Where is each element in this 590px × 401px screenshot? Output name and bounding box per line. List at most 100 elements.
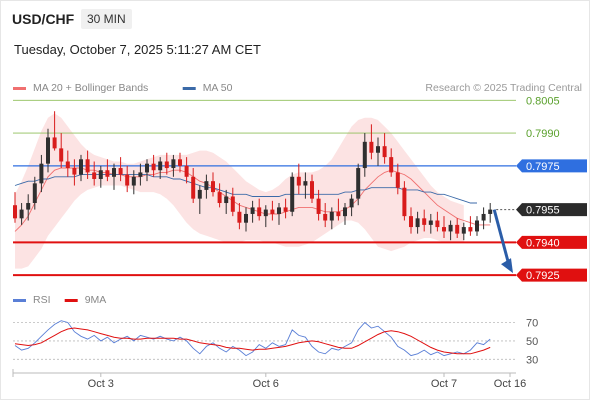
candle-body-22 [158,161,163,171]
interval-badge[interactable]: 30 MIN [81,9,132,29]
candle-body-58 [395,172,400,188]
level-tag-4 [516,235,587,249]
candle-body-50 [343,207,347,217]
candle-body-2 [26,203,31,210]
candle-body-70 [475,220,479,232]
rsi-tick-0: 70 [526,318,538,330]
candle-body-11 [85,159,90,173]
candle-body-32 [224,196,229,204]
candle-body-56 [382,146,387,158]
forecast-arrow-shaft [492,209,511,266]
price-legend-label-1: MA 50 [203,82,233,94]
candle-body-67 [455,224,460,234]
candle-body-7 [59,148,64,162]
candle-body-43 [296,176,301,186]
rsi-legend-swatch-1 [64,299,78,302]
price-legend-swatch-0 [13,87,26,90]
candle-body-27 [191,176,196,199]
candle-body-68 [461,227,466,234]
level-label-0: 0.8005 [526,95,560,107]
rsi-legend-label-1: 9MA [85,294,107,306]
level-label-5: 0.7925 [526,270,560,282]
candle-body-52 [356,168,361,199]
candle-body-29 [204,181,209,190]
forecast-arrow-head [501,258,513,274]
candle-body-19 [138,172,143,177]
candle-body-41 [283,207,288,212]
candle-body-69 [468,227,473,232]
x-tick-label-0: Oct 3 [88,378,114,390]
symbol-title: USD/CHF [12,11,75,27]
candle-body-45 [310,181,314,199]
x-tick-label-1: Oct 6 [253,378,279,390]
watermark: Research © 2025 Trading Central [425,82,582,94]
candle-body-8 [65,161,70,169]
candle-body-4 [39,163,44,184]
level-label-2: 0.7975 [526,161,560,173]
candle-body-30 [211,181,215,193]
candle-body-40 [277,207,281,214]
bollinger-band [15,113,464,269]
ma50-line [14,174,477,204]
candle-body-18 [131,176,136,186]
candle-body-66 [448,224,453,232]
candle-body-61 [415,218,420,228]
candle-body-47 [323,213,328,221]
candle-body-17 [125,174,130,186]
level-tag-2 [516,159,587,173]
candle-body-42 [290,176,295,212]
price-legend-label-0: MA 20 + Bollinger Bands [33,82,148,94]
candle-body-15 [112,168,116,177]
candle-body-53 [362,141,367,169]
candle-body-49 [336,211,341,217]
rsi-ma-line [14,327,491,355]
candle-body-34 [237,211,242,223]
price-legend-swatch-1 [182,87,196,90]
candle-body-33 [230,196,235,212]
candle-body-39 [270,209,275,214]
level-tag-3 [516,203,587,217]
candle-body-9 [72,168,77,175]
candle-body-0 [13,205,17,219]
candle-body-3 [32,183,37,204]
candle-body-54 [369,141,374,153]
candle-body-10 [79,159,83,175]
candle-body-65 [442,227,446,232]
candle-body-16 [118,168,123,175]
level-tag-5 [516,268,587,282]
candle-body-35 [244,213,248,223]
candle-body-72 [488,209,493,214]
candle-body-59 [402,187,407,217]
candle-body-48 [329,211,334,221]
candle-body-23 [164,161,169,169]
rsi-line [14,320,491,357]
candle-body-71 [481,213,486,221]
candle-body-60 [409,216,413,228]
level-label-1: 0.7990 [526,128,560,140]
candle-body-13 [98,170,103,179]
rsi-legend-swatch-0 [13,299,26,302]
candle-body-57 [389,157,394,173]
candle-body-51 [349,198,354,208]
candle-body-1 [19,209,24,219]
level-label-3: 0.7955 [526,205,560,217]
candle-body-37 [257,207,262,217]
x-tick-label-3: Oct 16 [494,378,526,390]
datetime-label: Tuesday, October 7, 2025 5:11:27 AM CET [14,42,261,57]
candle-body-26 [184,165,189,177]
candle-body-46 [316,198,321,214]
candle-body-24 [171,159,176,169]
rsi-tick-1: 50 [526,336,538,348]
candle-body-21 [151,163,156,171]
candle-body-38 [263,209,268,217]
candle-body-64 [435,220,440,228]
candle-body-55 [376,146,380,153]
candle-body-20 [145,163,149,173]
candle-body-44 [303,181,308,186]
candle-body-5 [46,137,50,164]
x-tick-label-2: Oct 7 [431,378,457,390]
candle-body-12 [92,172,97,179]
candle-body-62 [422,218,427,225]
